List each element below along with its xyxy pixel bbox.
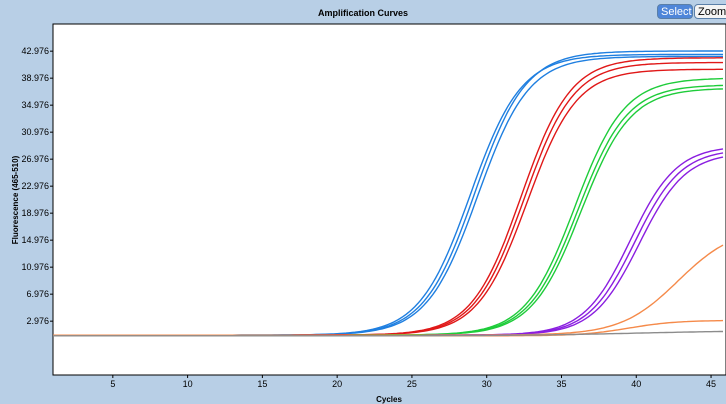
y-tick-label: 18.976 — [21, 208, 49, 218]
y-tick-label: 22.976 — [21, 181, 49, 191]
y-tick-label: 42.976 — [21, 46, 49, 56]
x-tick-label: 40 — [631, 379, 641, 389]
zoom-button[interactable]: Zoom — [694, 4, 726, 19]
x-tick-label: 15 — [257, 379, 267, 389]
y-tick-label: 34.976 — [21, 100, 49, 110]
amplification-curve-gray-14 — [53, 330, 723, 337]
curves-group — [53, 50, 724, 337]
x-tick-label: 20 — [332, 379, 342, 389]
x-axis-title: Cycles — [376, 395, 402, 404]
x-tick-label: 30 — [482, 379, 492, 389]
chart-title: Amplification Curves — [317, 8, 409, 18]
y-tick-label: 38.976 — [21, 73, 49, 83]
x-tick-label: 25 — [407, 379, 417, 389]
plot-area — [52, 23, 726, 376]
x-tick-label: 45 — [706, 379, 716, 389]
select-button[interactable]: Select — [657, 4, 693, 19]
x-tick-label: 35 — [556, 379, 566, 389]
y-tick-label: 26.976 — [21, 154, 49, 164]
y-tick-label: 30.976 — [21, 127, 49, 137]
y-tick-label: 2.976 — [26, 316, 49, 326]
x-axis: 5 10 15 20 25 30 35 40 45 — [110, 375, 716, 389]
y-axis-title: Fluorescence (465-510) — [11, 155, 20, 244]
y-tick-label: 10.976 — [21, 262, 49, 272]
x-tick-label: 5 — [110, 379, 115, 389]
y-tick-label: 14.976 — [21, 235, 49, 245]
x-tick-label: 10 — [183, 379, 193, 389]
y-axis: 2.976 6.976 10.976 14.976 18.976 22.976 26.976… — [21, 46, 53, 326]
y-tick-label: 6.976 — [26, 289, 49, 299]
